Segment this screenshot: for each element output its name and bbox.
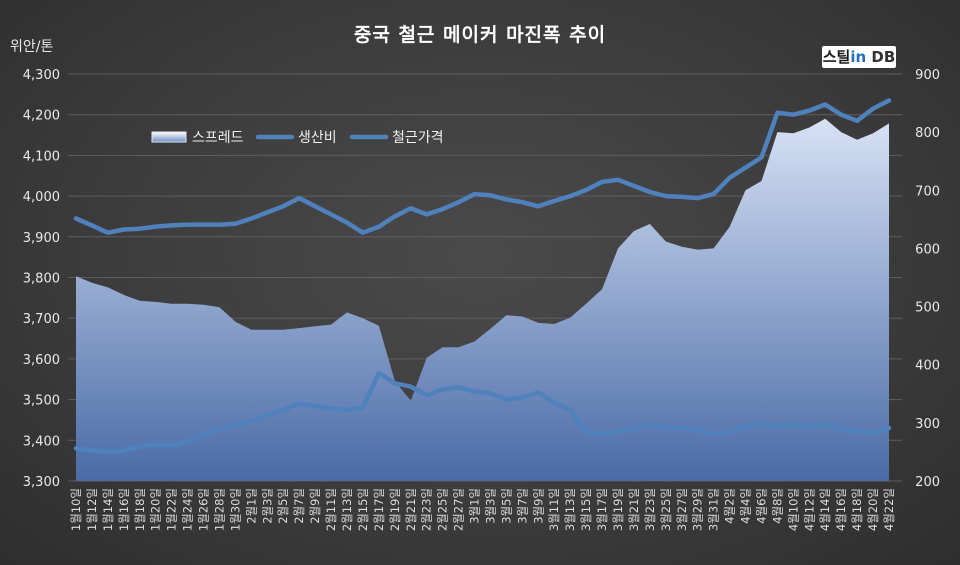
x-tick-label: 3월31일 [707,488,721,531]
x-tick-label: 3월15일 [579,488,593,531]
left-tick-label: 3,400 [23,434,60,449]
x-tick-label: 3월1일 [468,488,482,524]
x-tick-label: 3월5일 [499,488,513,524]
x-tick-label: 4월4일 [739,488,753,524]
legend-label-spread: 스프레드 [192,130,244,146]
x-tick-label: 4월22일 [882,488,896,531]
x-tick-label: 3월3일 [483,488,497,524]
logo-prefix: 스틸 [822,48,851,66]
x-tick-label: 4월16일 [834,488,848,531]
left-axis-unit: 위안/톤 [10,39,54,55]
x-tick-label: 4월8일 [770,488,784,524]
x-tick-label: 2월11일 [324,488,338,531]
production-cost-line [73,370,892,454]
logo-mid: in [850,48,867,66]
x-tick-label: 2월13일 [340,488,354,531]
left-tick-label: 3,500 [23,394,60,409]
x-tick-label: 3월21일 [627,488,641,531]
left-tick-label: 4,300 [23,68,60,83]
x-tick-label: 3월23일 [643,488,657,531]
legend-label-cost: 생산비 [298,130,337,146]
right-tick-label: 400 [915,359,940,374]
x-tick-label: 1월22일 [165,488,179,531]
x-tick-label: 4월10일 [786,488,800,531]
x-tick-label: 1월24일 [181,488,195,531]
x-tick-label: 2월5일 [276,488,290,524]
x-tick-label: 4월14일 [818,488,832,531]
left-tick-label: 3,900 [23,231,60,246]
x-tick-label: 4월12일 [802,488,816,531]
x-tick-label: 1월16일 [117,488,131,531]
x-tick-label: 2월23일 [420,488,434,531]
legend-swatch-spread [151,131,187,143]
x-tick-label: 2월9일 [308,488,322,524]
x-tick-label: 3월29일 [691,488,705,531]
x-tick-label: 3월13일 [563,488,577,531]
x-tick-label: 2월21일 [404,488,418,531]
chart-title: 중국 철근 메이커 마진폭 추이 [353,24,607,46]
x-tick-label: 3월25일 [659,488,673,531]
x-tick-label: 2월25일 [436,488,450,531]
x-tick-label: 2월3일 [260,488,274,524]
right-tick-label: 800 [915,126,940,141]
steelin-db-logo: 스틸in DB [822,46,896,68]
x-tick-label: 2월7일 [292,488,306,524]
left-tick-label: 4,100 [23,149,60,164]
x-tick-label: 2월1일 [244,488,258,524]
x-tick-label: 2월15일 [356,488,370,531]
right-tick-label: 900 [915,68,940,83]
x-tick-label: 1월28일 [212,488,226,531]
left-tick-label: 3,700 [23,312,60,327]
x-tick-label: 3월11일 [547,488,561,531]
x-tick-label: 3월19일 [611,488,625,531]
right-tick-label: 700 [915,184,940,199]
x-tick-label: 4월18일 [850,488,864,531]
x-tick-label: 1월10일 [69,488,83,531]
x-tick-label: 4월2일 [723,488,737,524]
right-tick-label: 200 [915,475,940,490]
right-tick-label: 300 [915,417,940,432]
left-tick-label: 4,200 [23,109,60,124]
x-tick-label: 3월9일 [531,488,545,524]
x-tick-label: 1월30일 [228,488,242,531]
x-tick-label: 3월17일 [595,488,609,531]
x-tick-label: 1월18일 [133,488,147,531]
x-tick-label: 1월12일 [85,488,99,531]
rebar-price-line [73,98,892,235]
right-tick-label: 500 [915,301,940,316]
x-tick-label: 4월6일 [754,488,768,524]
x-tick-label: 1월26일 [197,488,211,531]
x-tick-label: 1월14일 [101,488,115,531]
legend-label-price: 철근가격 [392,130,444,146]
x-tick-label: 1월20일 [149,488,163,531]
x-tick-label: 2월17일 [372,488,386,531]
spread-area [76,118,889,482]
x-tick-label: 4월20일 [866,488,880,531]
x-tick-label: 3월27일 [675,488,689,531]
left-tick-label: 3,800 [23,272,60,287]
left-tick-label: 3,600 [23,353,60,368]
x-tick-label: 2월27일 [452,488,466,531]
x-tick-label: 2월19일 [388,488,402,531]
x-tick-label: 3월7일 [515,488,529,524]
right-tick-label: 600 [915,242,940,257]
left-tick-label: 3,300 [23,475,60,490]
logo-suffix: DB [871,48,896,66]
left-tick-label: 4,000 [23,190,60,205]
